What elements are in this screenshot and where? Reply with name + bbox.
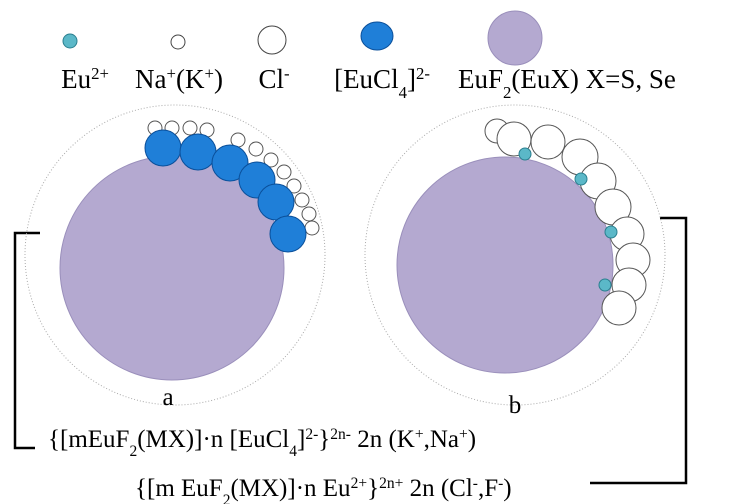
text-segment: + bbox=[204, 64, 213, 83]
left-bracket bbox=[15, 233, 40, 448]
text-segment: 2+ bbox=[351, 475, 368, 492]
text-segment: } bbox=[318, 426, 330, 453]
legend-icons bbox=[63, 11, 542, 65]
cation bbox=[183, 121, 197, 135]
eucl4-ion bbox=[145, 130, 181, 166]
text-segment: 2n (K bbox=[351, 426, 415, 453]
cl-icon bbox=[258, 26, 286, 54]
euf2-icon bbox=[488, 11, 542, 65]
diagram: a b Eu2+Na+(K+)Cl-[EuCl4]2-EuF2(EuX) X=S… bbox=[0, 0, 736, 504]
core bbox=[397, 157, 613, 373]
text-segment: ] bbox=[407, 64, 416, 94]
text-segment: (MX)]·n [EuCl bbox=[137, 426, 289, 453]
text-segment: Eu bbox=[61, 64, 91, 94]
legend-label: Cl- bbox=[258, 64, 289, 95]
cation bbox=[302, 207, 316, 221]
text-segment: ] bbox=[297, 426, 305, 453]
eu-ion bbox=[575, 173, 587, 185]
text-segment: (K bbox=[176, 64, 205, 94]
cation bbox=[295, 193, 309, 207]
cation bbox=[305, 221, 319, 235]
text-segment: 2- bbox=[416, 64, 430, 83]
particles bbox=[25, 105, 665, 405]
eucl4-ion bbox=[180, 134, 216, 170]
cation bbox=[249, 142, 263, 156]
text-segment: {[mEuF bbox=[48, 426, 129, 453]
eucl4-ion bbox=[270, 216, 306, 252]
text-segment: 2+ bbox=[91, 64, 109, 83]
text-segment: } bbox=[367, 475, 379, 502]
text-segment: 2 bbox=[129, 443, 137, 460]
formula: {[mEuF2(MX)]·n [EuCl4]2-}2n- 2n (K+,Na+) bbox=[48, 426, 476, 460]
text-segment: (MX)]·n Eu bbox=[230, 475, 351, 502]
cation bbox=[277, 165, 291, 179]
legend-label: Eu2+ bbox=[61, 64, 109, 95]
text-segment: + bbox=[415, 426, 424, 443]
legend-label: [EuCl4]2- bbox=[334, 64, 430, 102]
text-segment: 2n- bbox=[330, 426, 351, 443]
text-segment: 2 bbox=[503, 83, 511, 102]
text-segment: + bbox=[459, 426, 468, 443]
text-segment: 2- bbox=[305, 426, 318, 443]
text-segment: 2n+ bbox=[379, 475, 403, 492]
text-segment: 2 bbox=[223, 492, 231, 504]
na-icon bbox=[171, 35, 185, 49]
panel-label: b bbox=[509, 392, 522, 419]
text-segment: ,Na bbox=[424, 426, 459, 453]
text-segment: ,F bbox=[478, 475, 498, 502]
text-segment: (EuX) X=S, Se bbox=[511, 64, 675, 94]
text-segment: ) bbox=[214, 64, 223, 94]
text-segment: - bbox=[284, 64, 290, 83]
text-segment: 2n (Cl bbox=[403, 475, 473, 502]
eu-ion bbox=[519, 148, 531, 160]
text-segment: Na bbox=[135, 64, 166, 94]
text-segment: + bbox=[167, 64, 176, 83]
eucl4-icon bbox=[361, 22, 393, 50]
text-segment: ) bbox=[503, 475, 511, 502]
eucl4-ion bbox=[258, 184, 294, 220]
formula: {[m EuF2(MX)]·n Eu2+}2n+ 2n (Cl-,F-) bbox=[135, 475, 512, 504]
text-segment: Cl bbox=[258, 64, 284, 94]
legend-label: Na+(K+) bbox=[135, 64, 223, 95]
panel-label: a bbox=[162, 384, 173, 411]
chloride-ion bbox=[531, 125, 565, 159]
eu-icon bbox=[63, 34, 77, 48]
text-segment: EuF bbox=[458, 64, 503, 94]
text-segment: {[m EuF bbox=[135, 475, 223, 502]
chloride-ion bbox=[602, 291, 636, 325]
text-segment: [EuCl bbox=[334, 64, 399, 94]
eu-ion bbox=[599, 279, 611, 291]
text-segment: ) bbox=[468, 426, 476, 453]
legend-label: EuF2(EuX) X=S, Se bbox=[458, 64, 676, 102]
eu-ion bbox=[605, 226, 617, 238]
